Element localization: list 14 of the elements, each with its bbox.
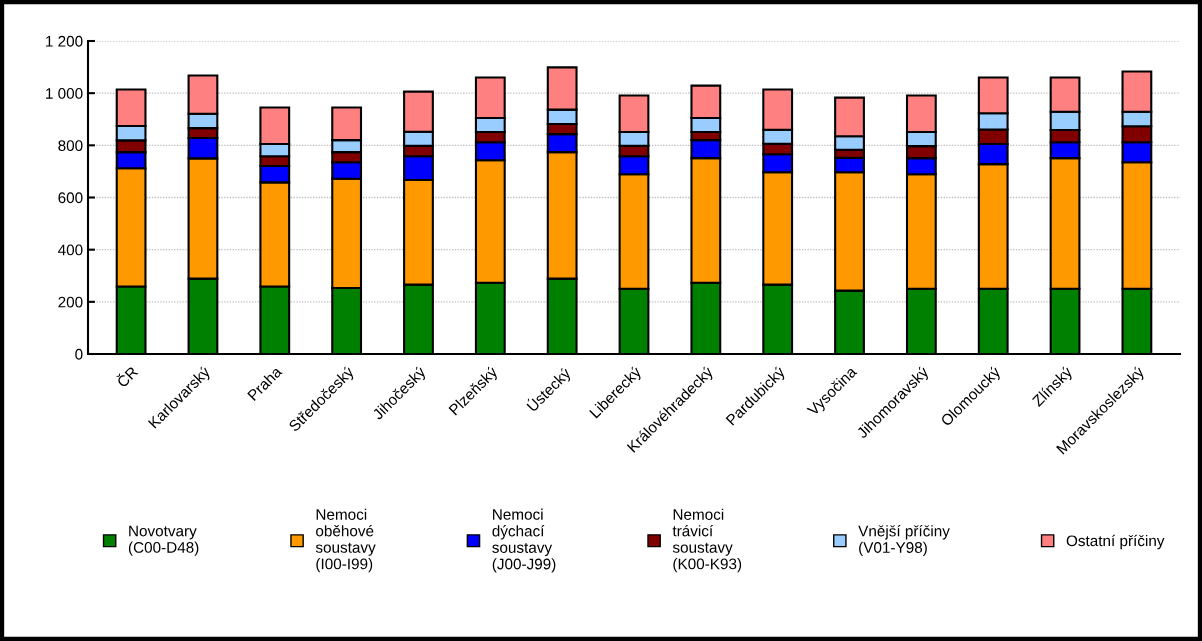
y-tick-label: 1 000 bbox=[46, 88, 83, 99]
legend-label: Nemoci oběhové soustavy (I00-I99) bbox=[315, 508, 376, 573]
y-tick-label: 800 bbox=[58, 140, 83, 152]
legend-label: Nemoci dýchací soustavy (J00-J99) bbox=[492, 508, 556, 573]
y-tick-label: 1 200 bbox=[46, 35, 83, 47]
y-tick-label: 0 bbox=[75, 348, 83, 360]
y-tick-label: 600 bbox=[58, 192, 83, 204]
y-tick-label: 400 bbox=[58, 244, 83, 256]
legend-label: Ostatní příčiny bbox=[1066, 534, 1165, 550]
legend-label: Novotvary (C00-D48) bbox=[128, 525, 199, 556]
y-tick-label: 200 bbox=[58, 296, 83, 308]
x-tick-label: ČR bbox=[114, 364, 139, 389]
legend-label: Nemoci trávicí soustavy (K00-K93) bbox=[672, 508, 742, 573]
legend-label: Vnější příčiny (V01-Y98) bbox=[858, 525, 950, 556]
